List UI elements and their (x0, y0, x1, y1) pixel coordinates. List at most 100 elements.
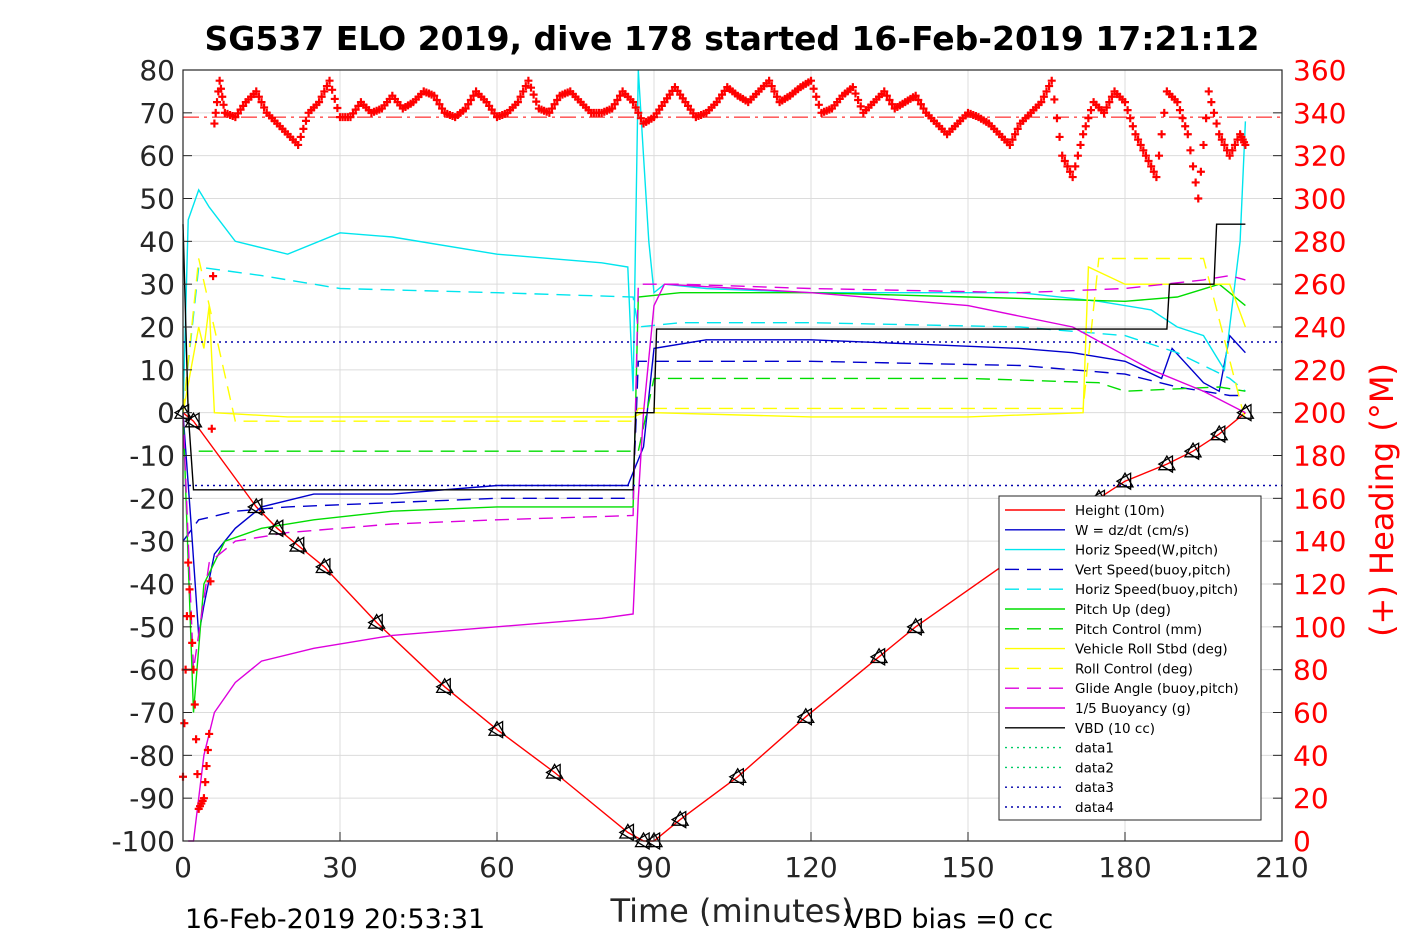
y-tick-label: 30 (139, 268, 175, 301)
depth-markers (173, 403, 1255, 851)
heading-plus-marker (461, 104, 470, 113)
heading-plus-marker (1212, 119, 1221, 128)
legend-entry-label: Pitch Up (deg) (1075, 602, 1171, 618)
heading-plus-marker (1155, 151, 1164, 160)
heading-plus-marker (631, 103, 640, 112)
y-axis-left: -100-90-80-70-60-50-40-30-20-10010203040… (111, 54, 192, 858)
heading-plus-marker (210, 119, 219, 128)
heading-plus-marker (1139, 146, 1148, 155)
heading-plus-marker (856, 102, 865, 111)
heading-plus-marker (1152, 173, 1161, 182)
heading-plus-marker (469, 91, 478, 100)
x-axis: 0 30 60 90 120 150 180 210 (174, 832, 1309, 884)
heading-plus-marker (1076, 140, 1085, 149)
heading-plus-marker (202, 762, 211, 771)
heading-plus-marker (185, 585, 194, 594)
depth-marker-up (247, 497, 266, 514)
heading-plus-marker (1086, 106, 1095, 115)
heading-plus-marker (636, 114, 645, 123)
heading-plus-marker (880, 87, 889, 96)
heading-plus-marker (180, 719, 189, 728)
heading-plus-marker (209, 272, 218, 281)
heading-plus-marker (1225, 151, 1234, 160)
depth-marker-up (644, 831, 664, 848)
heading-plus-marker (432, 95, 441, 104)
depth-marker-up (671, 810, 690, 826)
depth-marker-up (315, 557, 334, 574)
heading-plus-marker (513, 98, 522, 107)
heading-plus-marker (201, 778, 210, 787)
depth-marker-left (367, 613, 383, 632)
heading-plus-marker (1100, 108, 1109, 117)
heading-plus-marker (1073, 151, 1082, 160)
heading-plus-marker (206, 577, 215, 586)
heading-plus-marker (1005, 140, 1014, 149)
heading-plus-marker (296, 132, 305, 141)
heading-plus-marker (919, 104, 928, 113)
y-axis-right: 0 20 40 60 80 100 120 140 160 180 200 220 240 260 280 3… (1273, 54, 1346, 858)
heading-plus-marker (916, 100, 925, 109)
heading-plus-marker (1136, 140, 1145, 149)
heading-plus-marker (333, 104, 342, 113)
legend: Height (10m) W = dz/dt (cm/s) Horiz Speed(… (998, 495, 1262, 821)
legend-entry-label: Vehicle Roll Stbd (deg) (1075, 642, 1228, 658)
heading-plus-marker (519, 87, 528, 96)
heading-plus-marker (1037, 98, 1046, 107)
heading-plus-marker (328, 85, 337, 94)
heading-plus-marker (851, 89, 860, 98)
heading-plus-marker (1058, 151, 1067, 160)
heading-plus-marker (438, 104, 447, 113)
heading-plus-marker (1196, 167, 1205, 176)
y-tick-label: 60 (139, 140, 175, 173)
heading-plus-marker (1055, 132, 1064, 141)
legend-entry-label: Horiz Speed(buoy,pitch) (1075, 582, 1238, 598)
y-tick-label: -90 (129, 782, 175, 815)
depth-marker-left (1157, 454, 1174, 474)
heading-plus-marker (1105, 98, 1114, 107)
heading-plus-marker (1039, 92, 1048, 101)
x-tick-label: 0 (174, 851, 192, 884)
x-tick-label: 60 (479, 851, 515, 884)
heading-plus-marker (1215, 130, 1224, 139)
heading-plus-marker (1052, 114, 1061, 123)
depth-marker-up (435, 677, 454, 694)
y2-tick-label: 120 (1293, 568, 1346, 601)
heading-plus-marker (260, 103, 269, 112)
heading-plus-marker (1189, 162, 1198, 171)
y-tick-label: -40 (129, 568, 175, 601)
depth-marker-up (288, 536, 308, 552)
legend-entry-label: 1/5 Buoyancy (g) (1075, 701, 1191, 717)
depth-marker-left (246, 497, 263, 517)
heading-plus-marker (1160, 108, 1169, 117)
heading-plus-marker (218, 92, 227, 101)
y2-tick-label: 340 (1293, 97, 1346, 130)
depth-marker-up (1115, 471, 1135, 488)
heading-plus-marker (1102, 103, 1111, 112)
heading-plus-marker (257, 98, 266, 107)
series-line-2 (182, 69, 1247, 413)
heading-plus-marker (613, 95, 622, 104)
heading-plus-marker (1209, 108, 1218, 117)
depth-marker-up (184, 411, 203, 428)
heading-plus-marker (1079, 130, 1088, 139)
depth-marker-left (1183, 442, 1200, 461)
footer-vbd-bias: VBD bias =0 cc (845, 904, 1053, 935)
legend-entry-label: data3 (1075, 780, 1114, 796)
y2-tick-label: 140 (1293, 525, 1346, 558)
series-line-8 (182, 257, 1247, 422)
x-tick-label: 90 (636, 851, 672, 884)
heading-plus-marker (772, 92, 781, 101)
heading-plus-marker (1178, 114, 1187, 123)
x-tick-label: 210 (1255, 851, 1308, 884)
heading-plus-marker (629, 98, 638, 107)
heading-plus-marker (464, 100, 473, 109)
heading-plus-marker (1241, 140, 1250, 149)
heading-plus-marker (1011, 130, 1020, 139)
legend-entry-label: VBD (10 cc) (1075, 721, 1155, 737)
y-tick-label: 70 (139, 97, 175, 130)
heading-plus-marker (1199, 140, 1208, 149)
legend-entry-label: data1 (1075, 741, 1114, 757)
y2-tick-label: 180 (1293, 440, 1346, 473)
heading-plus-marker (1220, 140, 1229, 149)
heading-plus-marker (216, 84, 225, 93)
